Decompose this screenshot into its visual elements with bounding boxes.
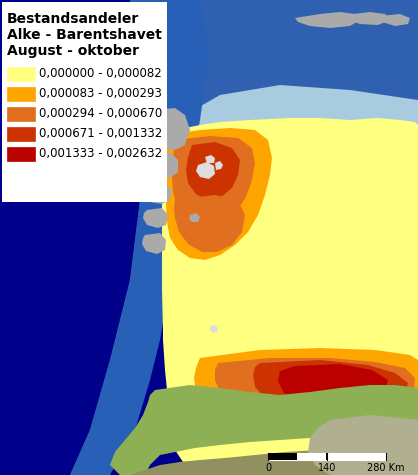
Text: 0,000294 - 0,000670: 0,000294 - 0,000670 <box>39 107 162 121</box>
Polygon shape <box>166 128 272 260</box>
Polygon shape <box>186 142 240 200</box>
Bar <box>268 453 386 460</box>
Text: 0,000671 - 0,001332: 0,000671 - 0,001332 <box>39 127 162 141</box>
Polygon shape <box>194 348 418 410</box>
Polygon shape <box>253 360 408 408</box>
Text: 0: 0 <box>265 463 271 473</box>
Polygon shape <box>215 358 415 408</box>
Polygon shape <box>143 208 168 228</box>
Bar <box>7 67 35 81</box>
Polygon shape <box>174 195 245 252</box>
Polygon shape <box>0 0 145 475</box>
Text: 140: 140 <box>318 463 336 473</box>
Polygon shape <box>162 128 418 475</box>
Polygon shape <box>196 162 215 179</box>
Polygon shape <box>142 233 166 254</box>
Text: Bestandsandeler: Bestandsandeler <box>7 12 139 26</box>
Polygon shape <box>145 183 172 204</box>
Text: 0,000083 - 0,000293: 0,000083 - 0,000293 <box>39 87 162 101</box>
Polygon shape <box>278 364 388 405</box>
Bar <box>7 87 35 101</box>
Bar <box>2 2 167 202</box>
Polygon shape <box>308 415 418 475</box>
Bar <box>7 127 35 141</box>
Polygon shape <box>380 14 410 26</box>
Polygon shape <box>189 213 200 222</box>
Text: 0,000000 - 0,000082: 0,000000 - 0,000082 <box>39 67 162 80</box>
Polygon shape <box>172 136 255 228</box>
Bar <box>7 107 35 121</box>
Polygon shape <box>150 152 178 178</box>
Polygon shape <box>70 0 210 475</box>
Bar <box>297 453 326 460</box>
Polygon shape <box>205 155 215 163</box>
Text: 0,001333 - 0,002632: 0,001333 - 0,002632 <box>39 148 162 161</box>
Bar <box>7 147 35 161</box>
Polygon shape <box>100 450 418 475</box>
Polygon shape <box>345 12 390 25</box>
Polygon shape <box>110 385 418 475</box>
Polygon shape <box>215 161 223 170</box>
Polygon shape <box>170 0 418 275</box>
Bar <box>268 453 327 460</box>
Polygon shape <box>163 118 418 475</box>
Polygon shape <box>295 12 360 28</box>
Text: 280 Km: 280 Km <box>367 463 405 473</box>
Text: Alke - Barentshavet: Alke - Barentshavet <box>7 28 162 42</box>
Polygon shape <box>210 325 218 333</box>
Polygon shape <box>153 108 190 150</box>
Text: August - oktober: August - oktober <box>7 44 139 58</box>
